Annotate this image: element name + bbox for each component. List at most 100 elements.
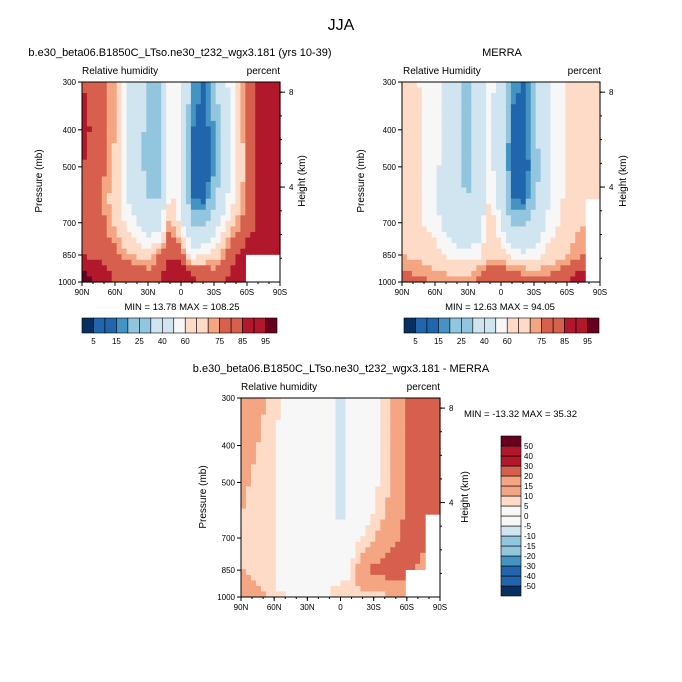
field-cell [176,198,182,205]
field-cell [295,425,302,432]
field-cell [420,458,426,465]
colorbar-box [173,317,186,334]
field-cell [195,265,202,272]
field-cell [310,425,317,432]
field-cell [491,270,497,278]
field-cell [310,436,317,443]
field-cell [530,82,537,89]
field-cell [300,420,307,427]
field-cell [491,148,497,155]
field-cell [116,170,123,178]
field-cell [555,254,561,261]
field-cell [171,120,177,128]
field-cell [250,187,256,194]
field-cell [496,98,502,105]
field-cell [156,237,162,244]
field-cell [491,104,497,111]
field-cell [220,232,227,239]
field-cell [400,486,406,493]
field-cell [121,215,128,222]
field-cell [82,87,88,94]
field-cell [540,254,547,261]
field-cell [250,464,257,471]
field-cell [461,226,467,233]
field-cell [205,115,212,122]
field-cell [205,182,212,189]
field-cell [275,436,282,443]
field-cell [530,237,537,244]
field-cell [320,469,327,476]
field-cell [380,541,386,548]
field-cell [250,480,257,488]
field-cell [290,558,297,565]
field-cell [565,82,571,89]
field-cell [235,82,241,89]
field-cell [525,126,532,133]
field-cell [82,165,88,172]
field-cell [176,87,182,94]
field-cell [131,193,138,200]
field-cell [575,209,581,216]
field-cell [255,159,261,166]
field-cell [400,403,406,410]
field-cell [425,447,431,454]
field-cell [461,126,467,133]
field-cell [451,254,458,261]
field-cell [451,226,458,233]
field-cell [270,530,277,537]
y2-tick-label: 4 [609,183,614,192]
field-cell [195,276,202,283]
field-cell [471,148,477,155]
field-cell [215,120,222,128]
field-cell [466,82,472,89]
field-cell [580,270,586,278]
field-cell [446,270,453,278]
field-cell [431,215,438,222]
field-cell [185,215,192,222]
field-cell [411,265,418,272]
field-cell [461,170,467,178]
field-cell [300,486,307,493]
field-cell [121,143,128,150]
field-cell [535,237,542,244]
field-cell [406,232,413,239]
field-cell [565,209,571,216]
field-cell [86,126,93,133]
field-cell [405,409,411,416]
field-cell [225,115,232,122]
field-cell [275,87,281,94]
field-cell [406,109,413,116]
field-cell [270,248,276,255]
field-cell [395,563,401,570]
field-cell [290,591,297,598]
field-cell [380,431,386,438]
field-cell [245,569,252,576]
field-cell [505,265,512,272]
field-cell [275,82,281,89]
field-cell [406,126,413,133]
field-cell [330,580,337,587]
field-cell [426,87,433,94]
field-cell [280,447,287,454]
field-cell [270,503,277,510]
field-cell [436,137,443,144]
field-cell [410,530,416,537]
field-cell [185,143,192,150]
field-cell [395,519,401,526]
field-cell [235,187,241,194]
field-cell [520,248,527,255]
field-cell [496,243,502,250]
field-cell [325,491,332,499]
field-cell [355,552,361,559]
field-cell [370,569,376,576]
field-cell [96,148,103,155]
field-cell [416,159,423,166]
field-cell [250,475,257,482]
field-cell [265,193,271,200]
field-cell [205,87,212,94]
field-cell [496,109,502,116]
field-cell [141,204,147,211]
field-cell [345,425,352,432]
field-cell [451,209,458,216]
field-cell [525,243,532,250]
